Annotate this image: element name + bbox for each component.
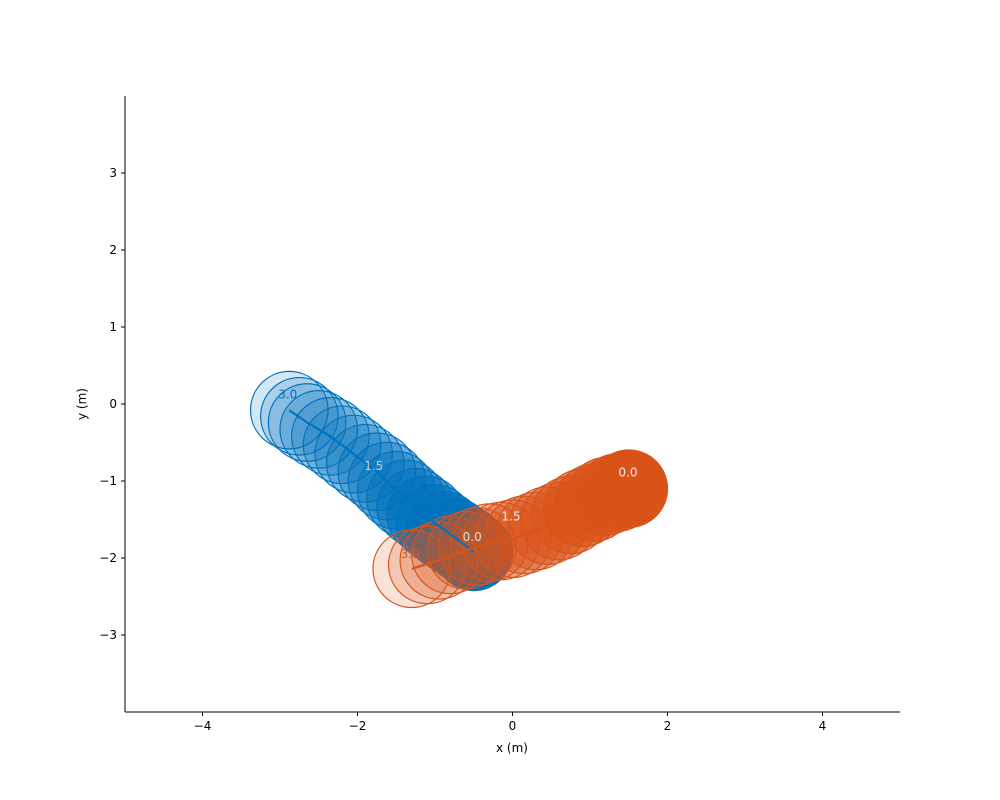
x-axis-label: x (m) (496, 741, 528, 755)
x-tick-label: −4 (194, 719, 212, 733)
y-tick-label: −3 (99, 628, 117, 642)
y-ticks: −3 −2 −1 0 1 2 3 (99, 166, 125, 642)
x-tick-label: −2 (349, 719, 367, 733)
y-tick-label: −1 (99, 474, 117, 488)
agent-1-trajectory-line (288, 409, 475, 553)
y-tick-label: 2 (109, 243, 117, 257)
x-tick-label: 0 (509, 719, 517, 733)
y-axis-label: y (m) (75, 388, 89, 420)
y-tick-label: 1 (109, 320, 117, 334)
y-tick-label: −2 (99, 551, 117, 565)
x-tick-label: 4 (819, 719, 827, 733)
agent-2-trajectory-line (411, 487, 630, 570)
y-tick-label: 0 (109, 397, 117, 411)
agent-2-time-label: 0.0 (618, 465, 637, 479)
agent-1-time-label: 3.0 (278, 388, 297, 402)
x-tick-label: 2 (664, 719, 672, 733)
x-ticks: −4 −2 0 2 4 (194, 712, 827, 733)
agent-1-time-label: 0.0 (463, 530, 482, 544)
agent-2-time-label: 1.5 (501, 509, 520, 523)
agent-1-time-label: 1.5 (364, 459, 383, 473)
agents-layer (249, 370, 669, 609)
agent-2-time-label: 3.0 (401, 547, 420, 561)
y-tick-label: 3 (109, 166, 117, 180)
time-labels: 0.0 1.5 3.0 0.0 1.5 3.0 (278, 388, 637, 561)
